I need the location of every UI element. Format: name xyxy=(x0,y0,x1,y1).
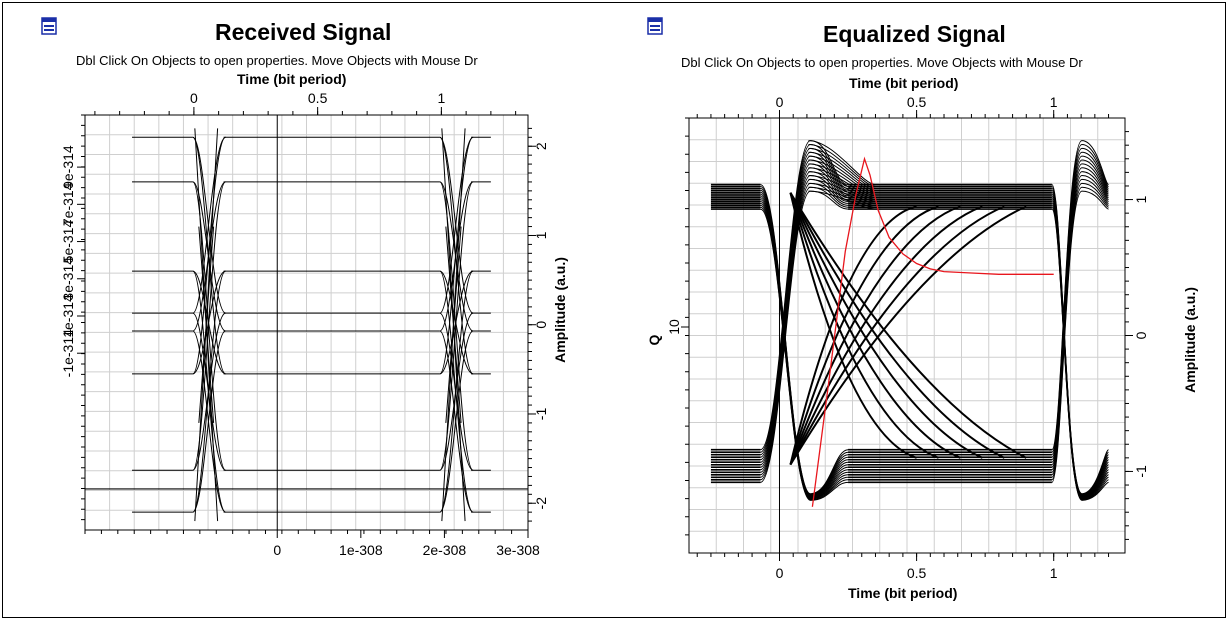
eye-trace xyxy=(789,192,1005,459)
eye-trace xyxy=(760,184,849,495)
eye-trace xyxy=(789,205,983,466)
chart-subtitle: Dbl Click On Objects to open properties.… xyxy=(681,55,1083,70)
top-tick-label: 1 xyxy=(1050,94,1058,110)
eye-trace xyxy=(760,140,849,451)
right-tick-label: 1 xyxy=(1133,195,1149,203)
top-axis-label: Time (bit period) xyxy=(237,71,347,87)
eye-trace xyxy=(1051,185,1110,495)
q-curve-line xyxy=(811,156,1054,507)
eye-trace xyxy=(1051,140,1110,451)
eye-trace xyxy=(1051,202,1109,500)
bottom-tick-label: 1 xyxy=(1050,565,1058,581)
eye-trace xyxy=(808,151,876,191)
eye-trace xyxy=(1051,206,1109,501)
right-tick-label: 0 xyxy=(1133,331,1149,339)
top-tick-label: 0.5 xyxy=(907,94,927,110)
right-tick-label: 2 xyxy=(533,142,549,150)
equalized-signal-plot: 0 0 0.5 0.5 1 1 10 -1 0 1 xyxy=(666,94,1149,581)
chart-subtitle: Dbl Click On Objects to open properties.… xyxy=(76,53,478,68)
eye-trace xyxy=(1051,163,1110,466)
right-tick-label: -1 xyxy=(533,408,549,421)
eye-trace xyxy=(192,136,227,314)
eye-trace xyxy=(1051,187,1110,496)
bottom-tick-label: 2e-308 xyxy=(423,542,467,558)
eye-trace xyxy=(1051,201,1109,499)
top-tick-label: 0 xyxy=(776,94,784,110)
bottom-tick-label: 3e-308 xyxy=(496,542,540,558)
eye-trace xyxy=(1051,178,1109,476)
eye-trace xyxy=(789,205,961,465)
right-tick-label: -1 xyxy=(1133,465,1149,478)
eye-trace xyxy=(1051,189,1110,496)
eye-trace xyxy=(808,155,876,193)
eye-trace xyxy=(1051,204,1109,500)
eye-trace xyxy=(808,178,876,204)
top-tick-label: 0 xyxy=(190,90,198,106)
eye-trace xyxy=(1051,171,1109,471)
eye-trace xyxy=(192,136,227,375)
received-signal-plot: 0 0.5 1 0 1e-308 2e-308 3e-308 -1e-3141e-3143e-… xyxy=(60,90,549,558)
eye-trace xyxy=(789,192,983,459)
eye-trace xyxy=(1051,186,1109,481)
eye-trace xyxy=(1051,191,1110,497)
eye-trace xyxy=(1051,184,1110,495)
eye-trace xyxy=(1051,195,1110,498)
eye-trace xyxy=(198,226,215,423)
eye-trace xyxy=(439,136,474,375)
eye-trace xyxy=(789,192,1027,459)
eye-trace xyxy=(808,167,876,199)
eye-trace xyxy=(789,205,1005,466)
eye-trace xyxy=(1051,175,1109,473)
eye-trace xyxy=(445,226,462,423)
eye-trace xyxy=(1051,193,1110,497)
eye-trace xyxy=(1051,190,1109,483)
eye-trace xyxy=(808,171,876,201)
eye-trace xyxy=(439,270,474,513)
bottom-tick-label: 0.5 xyxy=(907,565,927,581)
bottom-tick-label: 0 xyxy=(776,565,784,581)
eye-trace xyxy=(1051,208,1109,501)
left-tick-label: 3e-314 xyxy=(60,257,76,301)
bottom-axis-label: Time (bit period) xyxy=(848,585,958,601)
eye-trace xyxy=(789,205,917,465)
left-tick-label: 7e-314 xyxy=(60,182,76,226)
left-tick-label: -1e-314 xyxy=(60,329,76,377)
eye-trace xyxy=(192,330,227,513)
right-tick-label: -2 xyxy=(533,497,549,510)
bottom-tick-label: 1e-308 xyxy=(339,542,383,558)
window-icon[interactable] xyxy=(41,17,57,35)
eye-trace xyxy=(192,181,227,471)
chart-title: Received Signal xyxy=(215,19,392,45)
eye-trace xyxy=(789,205,939,465)
left-tick-label: 9e-314 xyxy=(60,145,76,189)
bottom-tick-label: 0 xyxy=(273,542,281,558)
eye-trace xyxy=(1051,182,1109,478)
right-tick-label: 1 xyxy=(533,231,549,239)
eye-trace xyxy=(808,163,876,197)
eye-trace xyxy=(439,330,474,513)
chart-title: Equalized Signal xyxy=(823,21,1006,47)
top-axis-label: Time (bit period) xyxy=(849,75,959,91)
top-tick-label: 0.5 xyxy=(308,90,328,106)
eye-trace xyxy=(439,136,474,314)
left-tick-label: 1e-314 xyxy=(60,294,76,338)
right-tick-label: 0 xyxy=(533,321,549,329)
eye-trace xyxy=(808,140,876,186)
eye-trace xyxy=(789,192,961,459)
top-tick-label: 1 xyxy=(437,90,445,106)
eye-trace xyxy=(808,159,876,195)
window-icon[interactable] xyxy=(647,17,663,35)
eye-trace xyxy=(789,205,1027,466)
eye-trace xyxy=(789,192,939,459)
eye-trace xyxy=(439,181,474,471)
eye-trace xyxy=(192,270,227,513)
eye-trace xyxy=(1051,199,1109,499)
eye-trace xyxy=(789,192,917,459)
left-tick-label: 5e-314 xyxy=(60,220,76,264)
left-tick-label: 10 xyxy=(666,319,682,335)
eye-trace xyxy=(1051,197,1110,498)
eye-trace xyxy=(808,190,876,210)
